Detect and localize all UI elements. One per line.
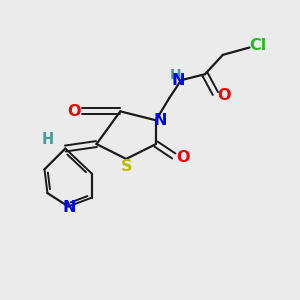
Text: O: O xyxy=(176,150,189,165)
Text: Cl: Cl xyxy=(249,38,266,53)
Text: H: H xyxy=(170,68,182,82)
Text: O: O xyxy=(68,104,81,119)
Text: H: H xyxy=(41,132,54,147)
Text: S: S xyxy=(121,159,132,174)
Text: N: N xyxy=(172,73,185,88)
Text: O: O xyxy=(217,88,230,103)
Text: N: N xyxy=(154,113,167,128)
Text: N: N xyxy=(63,200,76,215)
